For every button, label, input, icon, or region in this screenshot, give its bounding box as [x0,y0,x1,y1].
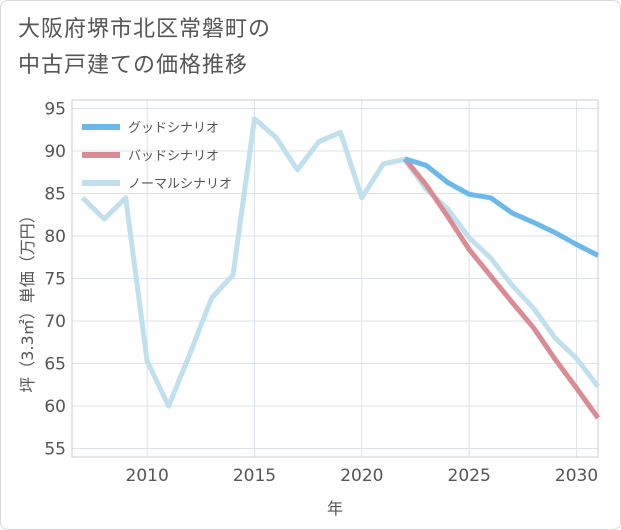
y-tick-label: 75 [44,270,66,290]
chart-title-line-2: 中古戸建ての価格推移 [18,53,249,78]
y-tick-label: 60 [44,397,66,417]
y-tick-label: 80 [44,227,66,247]
grid [72,100,598,457]
y-tick-label: 55 [44,440,66,460]
x-tick-label: 2020 [340,466,383,486]
series-line-1 [402,157,601,420]
chart-title-line-1: 大阪府堺市北区常磐町の [18,17,272,42]
series-layer [80,116,601,420]
y-tick-label: 90 [44,142,66,162]
x-tick-label: 2025 [448,466,491,486]
x-tick-label: 2010 [126,466,169,486]
y-tick-label: 95 [44,100,66,120]
x-tick-label: 2015 [233,466,276,486]
tick-labels: 55 60 65 70 75 80 85 90 95 2010 2015 2020 2025 2030 [44,100,598,487]
series-line-0 [404,156,600,258]
legend-label-0: グッドシナリオ [128,121,219,136]
y-axis-label: 坪（3.3㎡）単価（万円） [18,207,37,392]
x-tick-label: 2030 [555,466,598,486]
chart-title: 大阪府堺市北区常磐町の 中古戸建ての価格推移 [18,12,271,84]
y-tick-label: 65 [44,355,66,375]
legend-label-2: ノーマルシナリオ [128,177,232,192]
x-axis-label: 年 [327,499,343,518]
y-tick-label: 85 [44,185,66,205]
y-tick-label: 70 [44,312,66,332]
series-line-2 [80,116,600,409]
legend-label-1: バッドシナリオ [128,149,219,164]
plot-border [71,99,599,458]
